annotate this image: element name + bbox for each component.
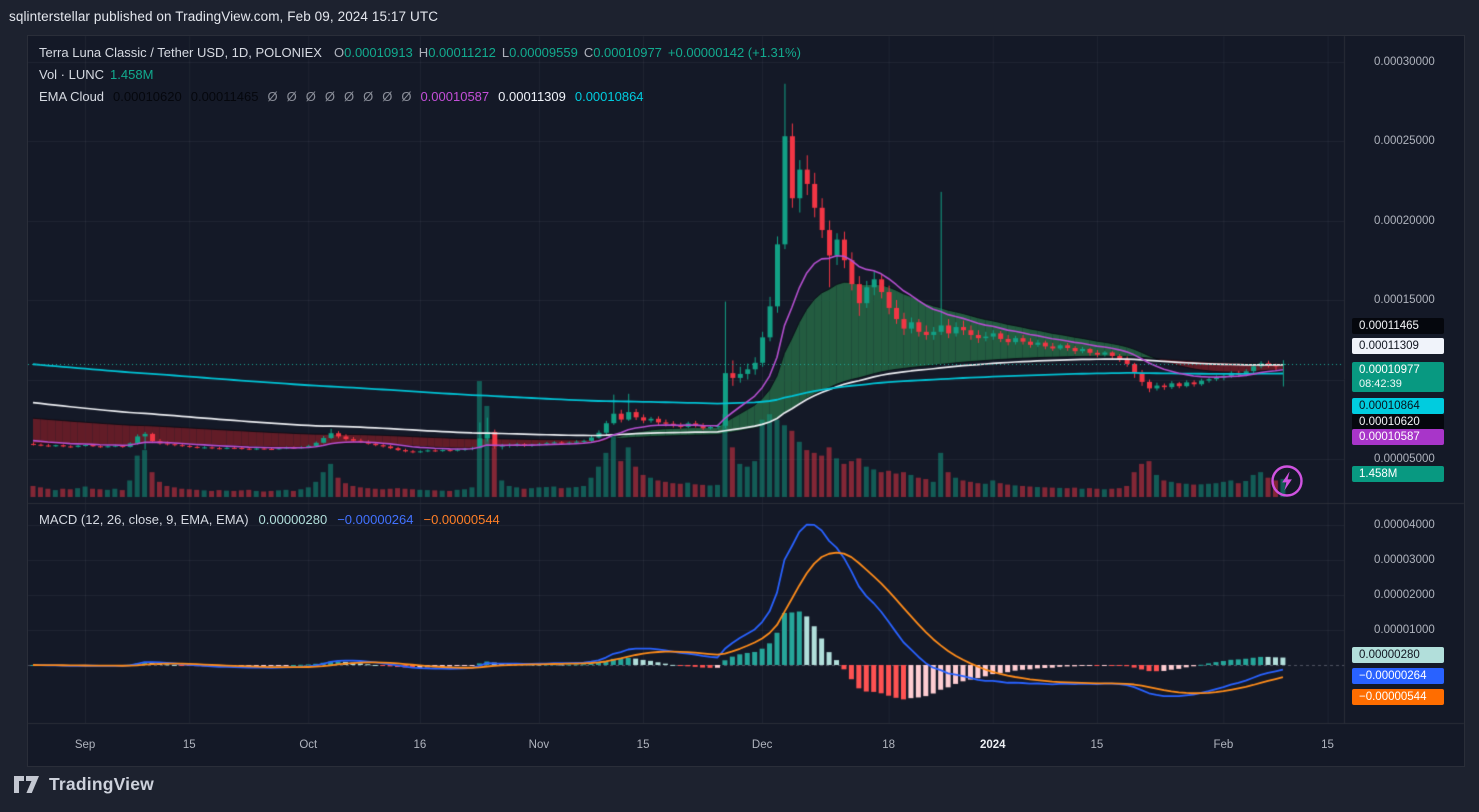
macd-float-label: −0.00000264 bbox=[1352, 668, 1444, 684]
tradingview-footer[interactable]: TradingView bbox=[13, 774, 154, 795]
ema-legend-value: Ø bbox=[382, 89, 393, 104]
price-float-label: 0.00010977 08:42:39 bbox=[1352, 362, 1444, 392]
price-tick-label[interactable]: 0.00030000 bbox=[1374, 55, 1435, 68]
symbol-legend-row: Terra Luna Classic / Tether USD, 1D, POL… bbox=[39, 45, 801, 60]
macd-tick-label[interactable]: 0.00003000 bbox=[1374, 554, 1435, 566]
boost-lightning-icon[interactable] bbox=[1270, 464, 1304, 498]
price-float-label: 0.00010587 bbox=[1352, 429, 1444, 445]
tradingview-wordmark: TradingView bbox=[49, 774, 154, 794]
macd-params: (12, 26, close, 9, EMA, EMA) bbox=[80, 512, 249, 527]
price-float-label: 0.00010620 bbox=[1352, 414, 1444, 430]
time-tick-label[interactable]: 18 bbox=[882, 739, 895, 751]
time-tick-label[interactable]: Feb bbox=[1213, 739, 1234, 751]
price-float-label: 0.00011465 bbox=[1352, 318, 1444, 334]
ema-legend-value: 0.00011465 bbox=[190, 89, 259, 104]
close-prefix: C bbox=[583, 45, 594, 60]
ema-cloud-legend-row: EMA Cloud 0.00010620 0.00011465 Ø Ø Ø Ø Ø Ø Ø Ø 0.0… bbox=[39, 89, 644, 104]
ema-legend-value: Ø bbox=[343, 89, 355, 104]
ema-legend-value: Ø bbox=[305, 89, 316, 104]
macd-float-label: 0.00000280 bbox=[1352, 647, 1444, 663]
macd-legend-value: −0.00000264 bbox=[337, 512, 414, 527]
high-value: 0.00011212 bbox=[428, 45, 496, 60]
time-tick-label[interactable]: Dec bbox=[751, 739, 773, 751]
price-float-label: 0.00011309 bbox=[1352, 338, 1444, 354]
time-tick-label[interactable]: Oct bbox=[299, 739, 318, 751]
volume-legend-row: Vol · LUNC 1.458M bbox=[39, 67, 153, 82]
ema-legend-value: Ø bbox=[324, 89, 335, 104]
macd-title: MACD bbox=[39, 512, 78, 527]
time-tick-label[interactable]: Sep bbox=[74, 739, 96, 751]
ema-legend-value: Ø bbox=[401, 89, 412, 104]
price-tick-label[interactable]: 0.00005000 bbox=[1374, 453, 1435, 465]
close-value: 0.00010977 bbox=[593, 45, 662, 60]
low-prefix: L bbox=[501, 45, 510, 60]
macd-tick-label[interactable]: 0.00002000 bbox=[1374, 589, 1435, 601]
price-float-label: 0.00010864 bbox=[1352, 398, 1444, 414]
macd-legend-value: 0.00000280 bbox=[258, 512, 328, 527]
ema-legend-value: 0.00010587 bbox=[420, 89, 490, 104]
price-tick-label[interactable]: 0.00025000 bbox=[1374, 135, 1435, 147]
ema-cloud-label: EMA Cloud bbox=[39, 89, 105, 104]
price-tick-label[interactable]: 0.00020000 bbox=[1374, 214, 1435, 227]
price-float-label: 1.458M bbox=[1352, 466, 1444, 482]
volume-value: 1.458M bbox=[110, 67, 154, 82]
ema-legend-value: Ø bbox=[363, 89, 374, 104]
price-tick-label[interactable]: 0.00015000 bbox=[1374, 294, 1435, 306]
open-prefix: O bbox=[333, 45, 345, 60]
macd-tick-label[interactable]: 0.00001000 bbox=[1374, 624, 1435, 636]
time-tick-label[interactable]: 15 bbox=[1321, 739, 1334, 751]
symbol-title: Terra Luna Classic / Tether USD, 1D, POL… bbox=[39, 45, 322, 60]
ema-legend-value: 0.00010864 bbox=[574, 89, 644, 104]
macd-legend-value: −0.00000544 bbox=[423, 512, 500, 527]
ema-legend-value: Ø bbox=[267, 89, 278, 104]
tradingview-logo-icon bbox=[14, 776, 39, 793]
open-value: 0.00010913 bbox=[344, 45, 413, 60]
time-tick-label[interactable]: 15 bbox=[1090, 739, 1104, 751]
time-tick-label[interactable]: 16 bbox=[413, 739, 427, 751]
time-tick-label[interactable]: Nov bbox=[528, 739, 550, 751]
ema-legend-value: 0.00010620 bbox=[113, 89, 182, 104]
ema-legend-value: Ø bbox=[286, 89, 297, 104]
high-prefix: H bbox=[418, 45, 429, 60]
low-value: 0.00009559 bbox=[509, 45, 578, 60]
ema-legend-value: 0.00011309 bbox=[498, 89, 566, 104]
volume-label: Vol · LUNC bbox=[39, 67, 105, 82]
time-tick-label[interactable]: 15 bbox=[182, 739, 196, 751]
change-value: +0.00000142 (+1.31%) bbox=[667, 45, 801, 60]
macd-float-label: −0.00000544 bbox=[1352, 689, 1444, 705]
macd-legend-row: MACD (12, 26, close, 9, EMA, EMA) 0.00000… bbox=[39, 512, 500, 527]
macd-tick-label[interactable]: 0.00004000 bbox=[1374, 519, 1435, 531]
time-tick-label[interactable]: 15 bbox=[636, 739, 650, 751]
time-tick-label[interactable]: 2024 bbox=[979, 739, 1006, 751]
